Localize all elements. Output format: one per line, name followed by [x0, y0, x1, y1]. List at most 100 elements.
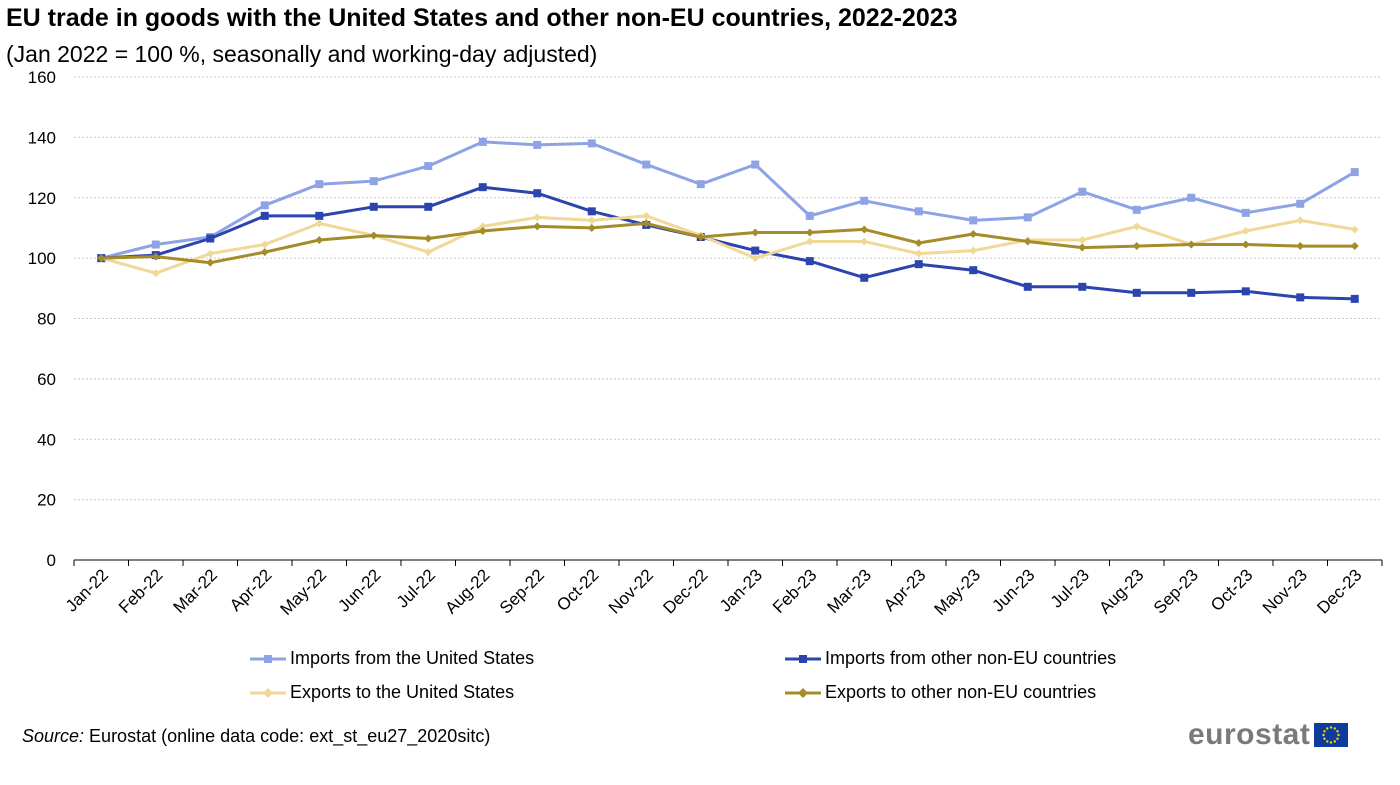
y-tick-label: 20 [37, 491, 56, 510]
data-point [860, 225, 869, 234]
data-point [805, 237, 814, 246]
data-point [1241, 240, 1250, 249]
x-axis [73, 559, 1383, 566]
y-axis-tick-labels: 0 20 40 60 80 100 120 140 160 [28, 68, 56, 570]
flag-star [1323, 730, 1327, 733]
flag-star [1336, 730, 1340, 733]
legend-label-imports-non-eu: Imports from other non-EU countries [825, 648, 1117, 668]
data-point [1350, 168, 1359, 177]
data-point [914, 260, 923, 269]
data-point [1132, 222, 1141, 231]
data-point [642, 211, 651, 220]
series-line [100, 214, 1356, 275]
data-point [1078, 282, 1087, 291]
data-point [587, 207, 596, 216]
data-point [1187, 288, 1196, 297]
data-point [478, 222, 487, 231]
data-point [1187, 240, 1196, 249]
x-tick-label: Sep-23 [1150, 565, 1202, 617]
data-point [369, 231, 378, 240]
data-point [1296, 242, 1305, 251]
data-point [1350, 242, 1359, 251]
chart-title: EU trade in goods with the United States… [6, 4, 958, 32]
data-point [914, 239, 923, 248]
data-point [1241, 226, 1250, 235]
data-point [1350, 294, 1359, 303]
data-point [860, 273, 869, 282]
data-point [751, 246, 760, 255]
data-point [315, 219, 324, 228]
x-tick-label: Jun-23 [988, 565, 1038, 615]
x-tick-label: Jan-22 [62, 565, 112, 615]
logo-text: eurostat [1188, 718, 1311, 751]
x-tick-label: Apr-22 [226, 565, 276, 615]
data-point [751, 254, 760, 263]
data-point [914, 249, 923, 258]
x-tick-label: Oct-22 [553, 565, 603, 615]
x-tick-label: Oct-23 [1207, 565, 1257, 615]
legend-item-imports-non-eu: Imports from other non-EU countries [785, 648, 1116, 669]
data-point [260, 240, 269, 249]
flag-star [1337, 733, 1341, 737]
data-point [1350, 225, 1359, 234]
y-tick-label: 100 [28, 249, 56, 268]
data-point [533, 189, 542, 198]
data-point [696, 180, 705, 189]
y-tick-label: 0 [47, 551, 56, 570]
legend-swatch-exports-non-eu [785, 687, 821, 698]
x-tick-label: Nov-22 [605, 565, 657, 617]
data-point [969, 246, 978, 255]
y-tick-label: 40 [37, 430, 56, 449]
data-point [315, 180, 324, 189]
flag-star [1326, 727, 1329, 730]
data-point [696, 232, 705, 241]
eu-flag-icon [1314, 723, 1349, 747]
x-tick-label: Jul-23 [1047, 565, 1093, 611]
flag-star [1336, 737, 1340, 740]
data-point [424, 248, 433, 257]
series-line [101, 221, 1355, 265]
data-point [969, 229, 978, 238]
data-point [424, 162, 433, 171]
data-point [206, 249, 215, 258]
y-tick-label: 160 [28, 68, 56, 87]
data-point [914, 207, 923, 216]
x-tick-label: Nov-23 [1259, 565, 1311, 617]
data-point [1296, 199, 1305, 208]
chart-subtitle: (Jan 2022 = 100 %, seasonally and workin… [6, 41, 598, 67]
x-axis-tick-labels: Jan-22 Feb-22 Mar-22 Apr-22 May-22 Jun-22 Jul-… [62, 565, 1366, 619]
x-tick-label: Aug-22 [441, 565, 493, 617]
data-point [1078, 187, 1087, 196]
data-point [587, 216, 596, 225]
y-tick-label: 60 [37, 370, 56, 389]
data-point [1023, 213, 1032, 222]
data-point [1132, 242, 1141, 251]
series-3 [97, 219, 1359, 267]
data-point [751, 228, 760, 237]
data-point [860, 196, 869, 205]
data-point [1132, 288, 1141, 297]
data-point [1296, 216, 1305, 225]
data-point [315, 236, 324, 245]
x-tick-label: Mar-22 [170, 565, 222, 617]
series-line [101, 185, 1355, 301]
data-point [1023, 237, 1032, 246]
data-point [751, 160, 760, 169]
source-text: Eurostat (online data code: ext_st_eu27_… [84, 726, 491, 746]
data-point [1241, 208, 1250, 217]
data-point [805, 228, 814, 237]
data-point [969, 216, 978, 225]
x-tick-label: Jul-22 [393, 565, 439, 611]
x-tick-label: Aug-23 [1095, 565, 1147, 617]
flag-star [1330, 741, 1333, 744]
legend-swatch-imports-us [250, 654, 286, 663]
source-label: Source: [22, 726, 85, 746]
x-tick-label: Feb-23 [769, 565, 821, 617]
data-point [1241, 287, 1250, 296]
data-point [206, 234, 215, 243]
data-point [1078, 243, 1087, 252]
x-tick-label: Feb-22 [115, 565, 167, 617]
data-point [369, 177, 378, 186]
x-tick-label: Apr-23 [880, 565, 930, 615]
flag-star [1322, 733, 1326, 737]
